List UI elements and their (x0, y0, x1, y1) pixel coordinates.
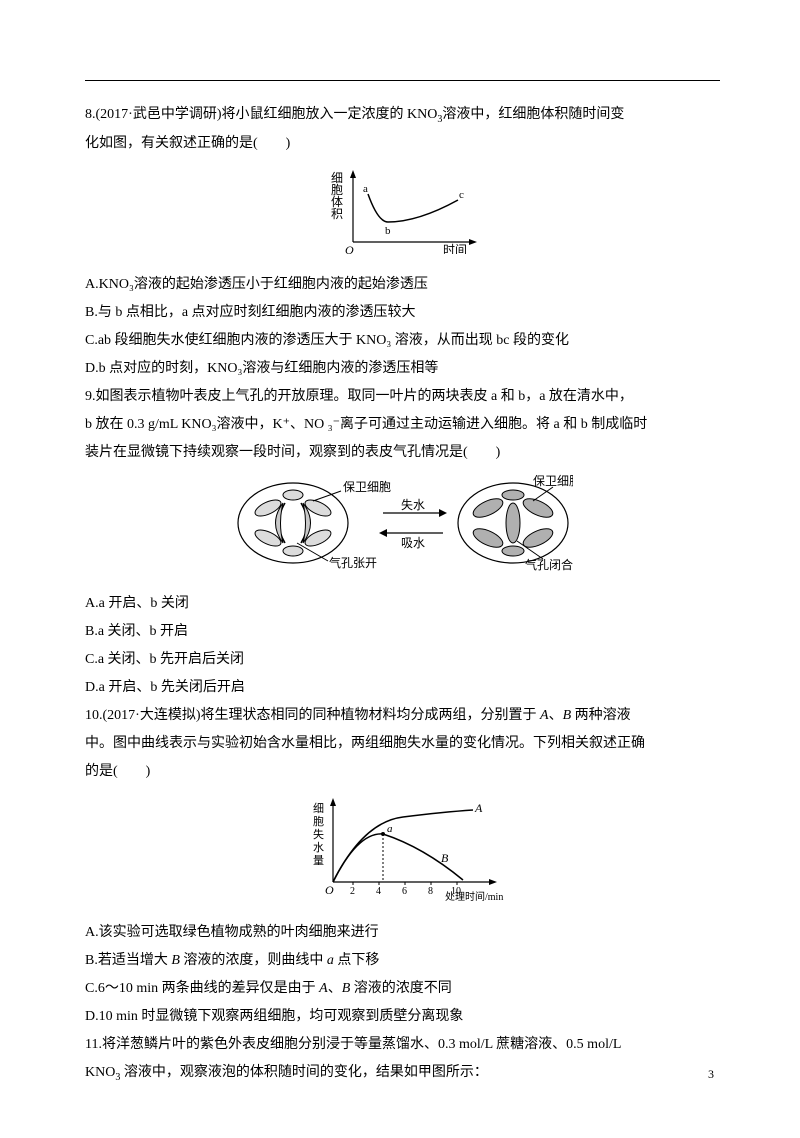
q10b-it1: B (168, 953, 184, 968)
q11-kno: KNO (85, 1065, 115, 1080)
q10-chart: A B a 2 4 6 8 10 O 细 胞 失 水 量 处理时间/min (85, 792, 720, 913)
series-A: A (474, 801, 483, 815)
q10c-3: 溶液的浓度不同 (354, 981, 452, 996)
right-pore-label: 气孔闭合 (525, 557, 573, 572)
arrow-bottom-label: 吸水 (401, 536, 425, 550)
q10c-2: 、 (328, 981, 342, 996)
q10c-it2: B (342, 981, 354, 996)
q8-opt-c: C.ab 段细胞失水使红细胞内液的渗透压大于 KNO₃ 溶液，从而出现 bc 段… (85, 327, 720, 355)
q10-l1-b: 、 (549, 708, 563, 723)
q10-opt-a: A.该实验可选取绿色植物成熟的叶肉细胞来进行 (85, 919, 720, 947)
q11-rest: 溶液中，观察液泡的体积随时间的变化，结果如甲图所示： (120, 1065, 488, 1080)
q9-stem-line3: 装片在显微镜下持续观察一段时间，观察到的表皮气孔情况是( ) (85, 439, 720, 467)
yl4: 积 (331, 207, 343, 221)
pt-a: a (363, 183, 368, 195)
q9-stem-line2: b 放在 0.3 g/mL KNO₃溶液中，K⁺、NO ₃⁻离子可通过主动运输进… (85, 411, 720, 439)
pt-b: b (385, 225, 391, 237)
q8-stem-line2: 化如图，有关叙述正确的是( ) (85, 130, 720, 158)
right-guard-label: 保卫细胞 (533, 474, 573, 488)
q10c-1: C.6～10 min 两条曲线的差异仅是由于 (85, 981, 316, 996)
q8-stem-part2: 溶液中，红细胞体积随时间变 (442, 107, 624, 122)
q10-l1-c: 两种溶液 (575, 708, 631, 723)
q10-opt-b: B.若适当增大 B 溶液的浓度，则曲线中 a 点下移 (85, 947, 720, 975)
xlabel: 时间 (443, 243, 467, 254)
q8-opt-b: B.与 b 点相比，a 点对应时刻红细胞内液的渗透压较大 (85, 299, 720, 327)
q10-opt-d: D.10 min 时显微镜下观察两组细胞，均可观察到质壁分离现象 (85, 1003, 720, 1031)
q10-xlabel: 处理时间/min (445, 890, 503, 902)
svg-text:量: 量 (313, 854, 324, 867)
q9-opt-a: A.a 开启、b 关闭 (85, 590, 720, 618)
svg-text:8: 8 (428, 886, 433, 897)
q9-diagram: 保卫细胞 气孔张开 失水 吸水 保卫细胞 (85, 473, 720, 584)
q8-stem-line1: 8.(2017·武邑中学调研)将小鼠红细胞放入一定浓度的 KNO3溶液中，红细胞… (85, 101, 720, 130)
q10-stem-line2: 中。图中曲线表示与实验初始含水量相比，两组细胞失水量的变化情况。下列相关叙述正确 (85, 730, 720, 758)
left-pore-label: 气孔张开 (329, 555, 377, 570)
q9-opt-c: C.a 关闭、b 先开启后关闭 (85, 646, 720, 674)
arrow-top-label: 失水 (401, 497, 425, 512)
left-guard-label: 保卫细胞 (343, 480, 391, 494)
svg-text:水: 水 (313, 841, 324, 854)
q8-chart: a b c 细 胞 体 积 O 时间 (85, 164, 720, 265)
q8-opt-a: A.KNO₃溶液的起始渗透压小于红细胞内液的起始渗透压 (85, 271, 720, 299)
top-rule (85, 80, 720, 81)
q10b-3: 点下移 (337, 953, 379, 968)
svg-text:O: O (325, 883, 334, 897)
q10b-it2: a (323, 953, 337, 968)
pt-c: c (459, 189, 464, 201)
series-B: B (441, 851, 449, 865)
q11-stem-line2: KNO 3 溶液中，观察液泡的体积随时间的变化，结果如甲图所示： (85, 1059, 720, 1088)
pt-a-q10: a (387, 823, 393, 835)
q10-stem-line1: 10.(2017·大连模拟)将生理状态相同的同种植物材料均分成两组，分别置于 A… (85, 702, 720, 730)
q10-stem-line3: 的是( ) (85, 758, 720, 786)
q10-l1-a: 10.(2017·大连模拟)将生理状态相同的同种植物材料均分成两组，分别置于 (85, 708, 537, 723)
q9-opt-b: B.a 关闭、b 开启 (85, 618, 720, 646)
q10-it-B: B (563, 708, 575, 723)
q9-stem-line1: 9.如图表示植物叶表皮上气孔的开放原理。取同一叶片的两块表皮 a 和 b，a 放… (85, 383, 720, 411)
q10-it-A: A (537, 708, 549, 723)
q10-opt-c: C.6～10 min 两条曲线的差异仅是由于 A、B 溶液的浓度不同 (85, 975, 720, 1003)
q8-opt-d: D.b 点对应的时刻，KNO₃溶液与红细胞内液的渗透压相等 (85, 355, 720, 383)
q8-stem-part1: 8.(2017·武邑中学调研)将小鼠红细胞放入一定浓度的 KNO (85, 107, 437, 122)
q11-stem-line1: 11.将洋葱鳞片叶的紫色外表皮细胞分别浸于等量蒸馏水、0.3 mol/L 蔗糖溶… (85, 1031, 720, 1059)
svg-text:6: 6 (402, 886, 407, 897)
q10c-it1: A (316, 981, 328, 996)
q10b-1: B.若适当增大 (85, 953, 168, 968)
svg-text:胞: 胞 (313, 815, 324, 828)
svg-text:2: 2 (350, 886, 355, 897)
svg-text:4: 4 (376, 886, 381, 897)
svg-text:失: 失 (313, 828, 324, 841)
page-number: 3 (708, 1062, 714, 1086)
q10b-2: 溶液的浓度，则曲线中 (183, 953, 323, 968)
q9-opt-d: D.a 开启、b 先关闭后开启 (85, 674, 720, 702)
origin-o: O (345, 243, 354, 254)
svg-text:细: 细 (313, 802, 324, 815)
